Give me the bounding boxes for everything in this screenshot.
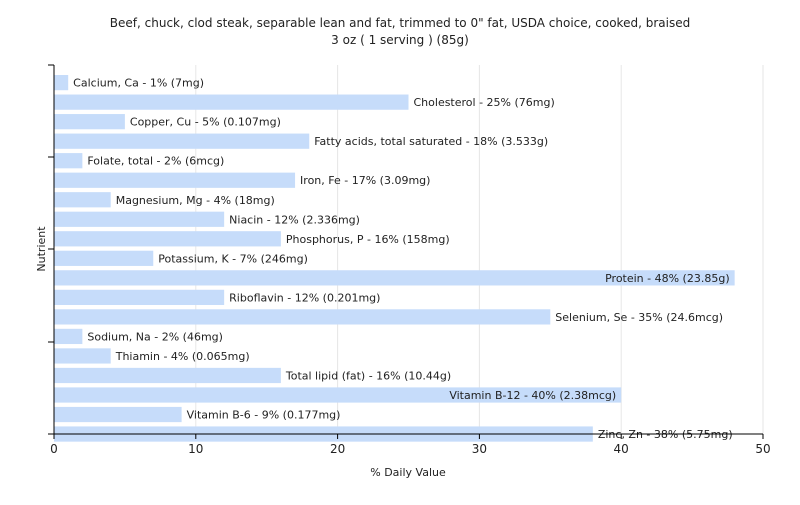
bar-label-11: Riboflavin - 12% (0.201mg) <box>229 291 380 304</box>
x-tick-label-5: 50 <box>755 442 770 456</box>
bar-label-9: Potassium, K - 7% (246mg) <box>158 252 308 265</box>
bar-11 <box>54 289 225 305</box>
bar-2 <box>54 114 125 130</box>
bar-label-18: Zinc, Zn - 38% (5.75mg) <box>598 428 733 441</box>
bar-label-15: Total lipid (fat) - 16% (10.44g) <box>285 369 451 382</box>
bar-12 <box>54 309 551 325</box>
bar-13 <box>54 328 83 345</box>
bar-5 <box>54 172 296 188</box>
bar-label-4: Folate, total - 2% (6mcg) <box>87 155 224 168</box>
bar-0 <box>54 75 69 91</box>
x-tick-label-1: 10 <box>188 442 203 456</box>
bar-label-14: Thiamin - 4% (0.065mg) <box>115 350 250 363</box>
x-tick-label-2: 20 <box>330 442 345 456</box>
bar-8 <box>54 231 281 247</box>
bar-label-7: Niacin - 12% (2.336mg) <box>229 213 360 226</box>
y-axis-label: Nutrient <box>35 226 48 272</box>
bar-label-16: Vitamin B-12 - 40% (2.38mcg) <box>449 389 616 402</box>
bar-1 <box>54 94 409 110</box>
bar-label-12: Selenium, Se - 35% (24.6mcg) <box>555 311 723 324</box>
bar-label-13: Sodium, Na - 2% (46mg) <box>87 330 223 343</box>
bar-17 <box>54 406 182 423</box>
bar-label-2: Copper, Cu - 5% (0.107mg) <box>130 116 281 129</box>
bar-4 <box>54 153 83 169</box>
bar-label-6: Magnesium, Mg - 4% (18mg) <box>116 194 275 207</box>
bar-label-8: Phosphorus, P - 16% (158mg) <box>286 233 450 246</box>
bar-7 <box>54 211 225 227</box>
bars-layer: Calcium, Ca - 1% (7mg) Cholesterol - 25% … <box>54 75 735 442</box>
axes-layer: 0 10 20 30 40 50 <box>48 64 771 456</box>
bar-label-3: Fatty acids, total saturated - 18% (3.53… <box>314 135 548 148</box>
bar-label-17: Vitamin B-6 - 9% (0.177mg) <box>187 409 341 422</box>
x-axis-label: % Daily Value <box>370 466 446 479</box>
bar-label-1: Cholesterol - 25% (76mg) <box>414 96 555 109</box>
x-tick-label-0: 0 <box>50 442 58 456</box>
chart-subtitle: 3 oz ( 1 serving ) (85g) <box>331 33 469 47</box>
bar-label-0: Calcium, Ca - 1% (7mg) <box>73 77 204 90</box>
bar-10 <box>54 270 735 286</box>
bar-16 <box>54 387 622 403</box>
bar-6 <box>54 192 111 208</box>
bar-label-5: Iron, Fe - 17% (3.09mg) <box>300 174 430 187</box>
bar-label-10: Protein - 48% (23.85g) <box>605 272 730 285</box>
bar-15 <box>54 367 281 384</box>
bar-9 <box>54 250 154 266</box>
bar-14 <box>54 348 111 364</box>
chart-title: Beef, chuck, clod steak, separable lean … <box>110 16 690 30</box>
x-tick-label-3: 30 <box>472 442 487 456</box>
bar-3 <box>54 133 310 149</box>
x-tick-label-4: 40 <box>614 442 629 456</box>
